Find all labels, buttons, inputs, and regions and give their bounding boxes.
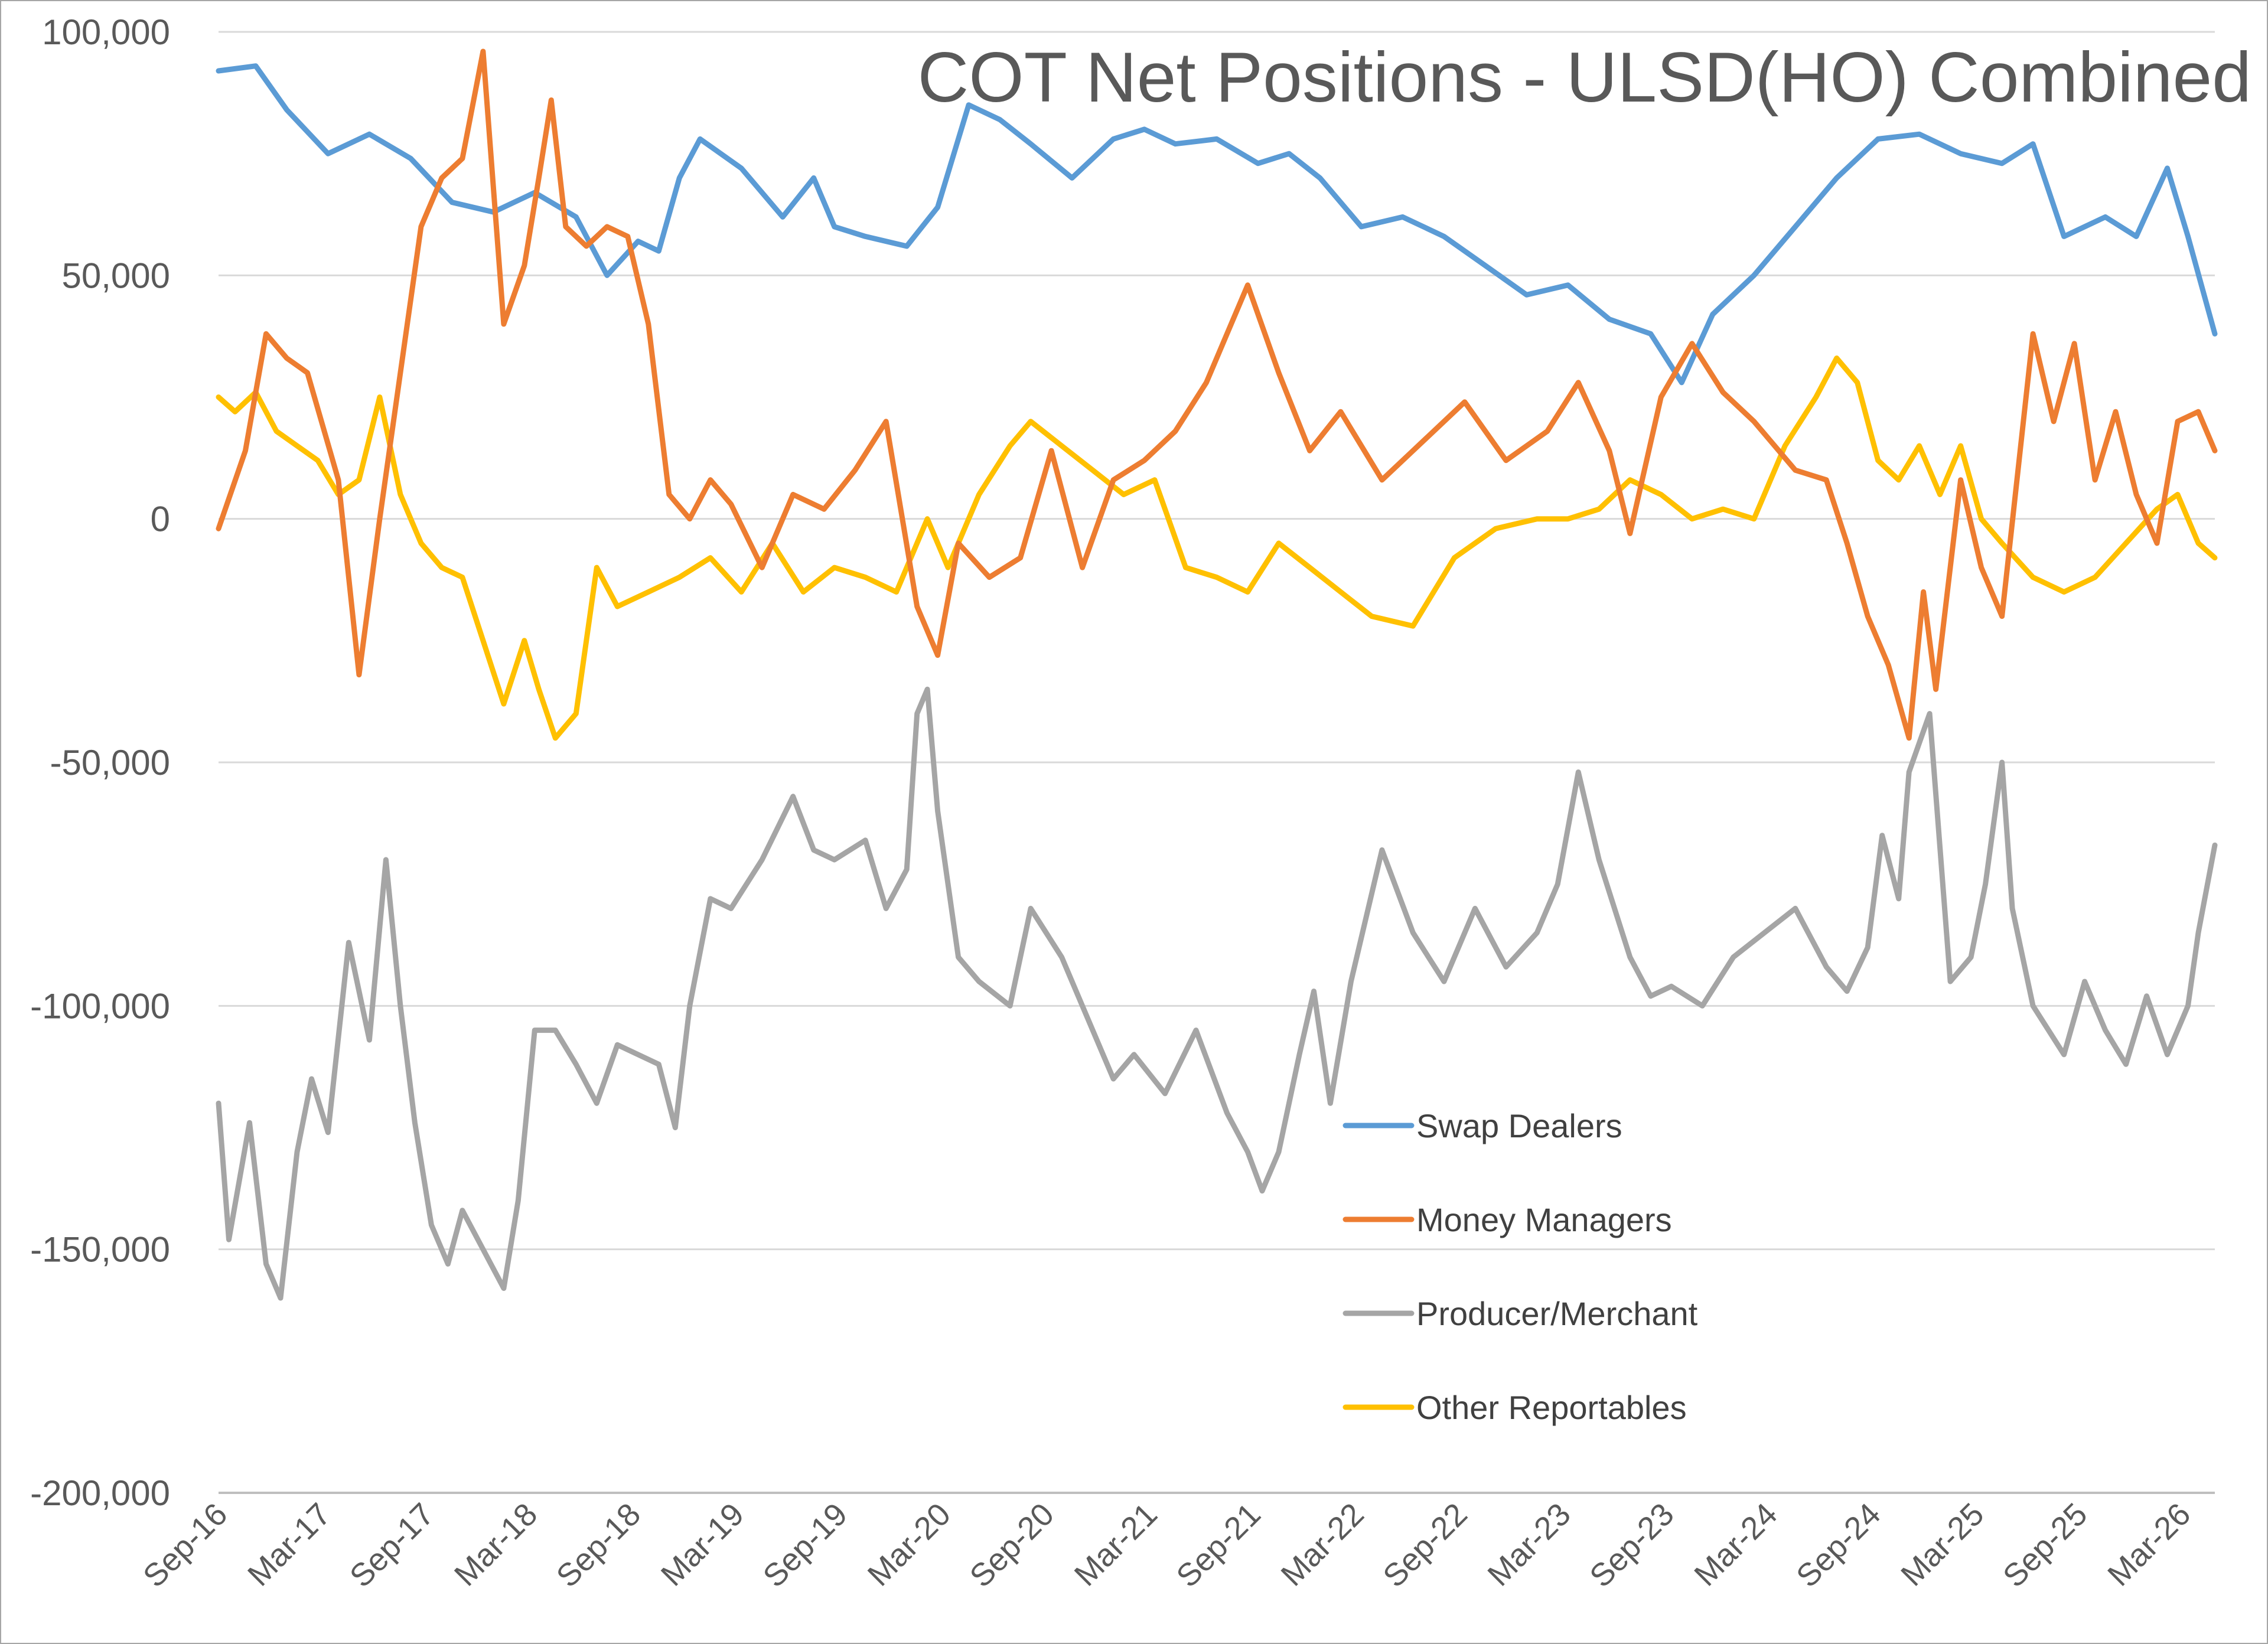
x-tick-label: Sep-24 <box>1790 1496 1888 1594</box>
x-tick-label: Mar-24 <box>1687 1496 1784 1593</box>
series-lines <box>216 48 2218 1301</box>
series-line-producer-merchant <box>216 686 2218 1301</box>
y-tick-label: 100,000 <box>42 12 170 52</box>
y-tick-label: 50,000 <box>61 256 170 295</box>
y-tick-label: 0 <box>151 500 170 539</box>
y-tick-label: -150,000 <box>30 1230 170 1270</box>
y-tick-label: -50,000 <box>50 743 171 782</box>
x-tick-label: Mar-22 <box>1275 1496 1371 1593</box>
x-tick-label: Mar-18 <box>448 1496 544 1593</box>
x-tick-label: Mar-17 <box>241 1496 337 1593</box>
x-tick-label: Sep-20 <box>963 1496 1061 1594</box>
x-tick-label: Mar-20 <box>861 1496 957 1593</box>
legend: Swap Dealers Money Managers Producer/Merch… <box>1342 1107 1698 1426</box>
x-tick-label: Mar-19 <box>654 1496 751 1593</box>
x-tick-label: Sep-21 <box>1169 1496 1267 1594</box>
x-tick-label: Sep-17 <box>343 1496 441 1594</box>
gridlines <box>219 31 2215 1494</box>
y-axis: 100,000 50,000 0 -50,000 -100,000 -150,000 -20… <box>30 12 170 1513</box>
series-line-money-managers <box>216 48 2218 741</box>
y-tick-label: -100,000 <box>30 986 170 1026</box>
x-tick-label: Mar-25 <box>1894 1496 1990 1593</box>
x-tick-label: Mar-21 <box>1068 1496 1164 1593</box>
chart-title: COT Net Positions - ULSD(HO) Combined <box>918 38 2251 117</box>
legend-label-producer-merchant: Producer/Merchant <box>1416 1295 1698 1332</box>
y-tick-label: -200,000 <box>30 1473 170 1513</box>
legend-label-swap-dealers: Swap Dealers <box>1416 1107 1622 1144</box>
legend-label-other-reportables: Other Reportables <box>1416 1389 1687 1426</box>
series-line-other-reportables <box>216 355 2218 741</box>
x-tick-label: Mar-26 <box>2101 1496 2197 1593</box>
x-tick-label: Sep-22 <box>1376 1496 1474 1594</box>
x-tick-label: Sep-25 <box>1996 1496 2094 1594</box>
x-tick-label: Sep-23 <box>1583 1496 1681 1594</box>
series-line-swap-dealers <box>216 63 2218 386</box>
x-tick-label: Sep-18 <box>550 1496 648 1594</box>
x-tick-label: Mar-23 <box>1481 1496 1577 1593</box>
x-tick-label: Sep-19 <box>757 1496 855 1594</box>
legend-label-money-managers: Money Managers <box>1416 1201 1672 1238</box>
x-axis: Sep-16 Mar-17 Sep-17 Mar-18 Sep-18 Mar-19 Sep-… <box>136 1492 2215 1594</box>
